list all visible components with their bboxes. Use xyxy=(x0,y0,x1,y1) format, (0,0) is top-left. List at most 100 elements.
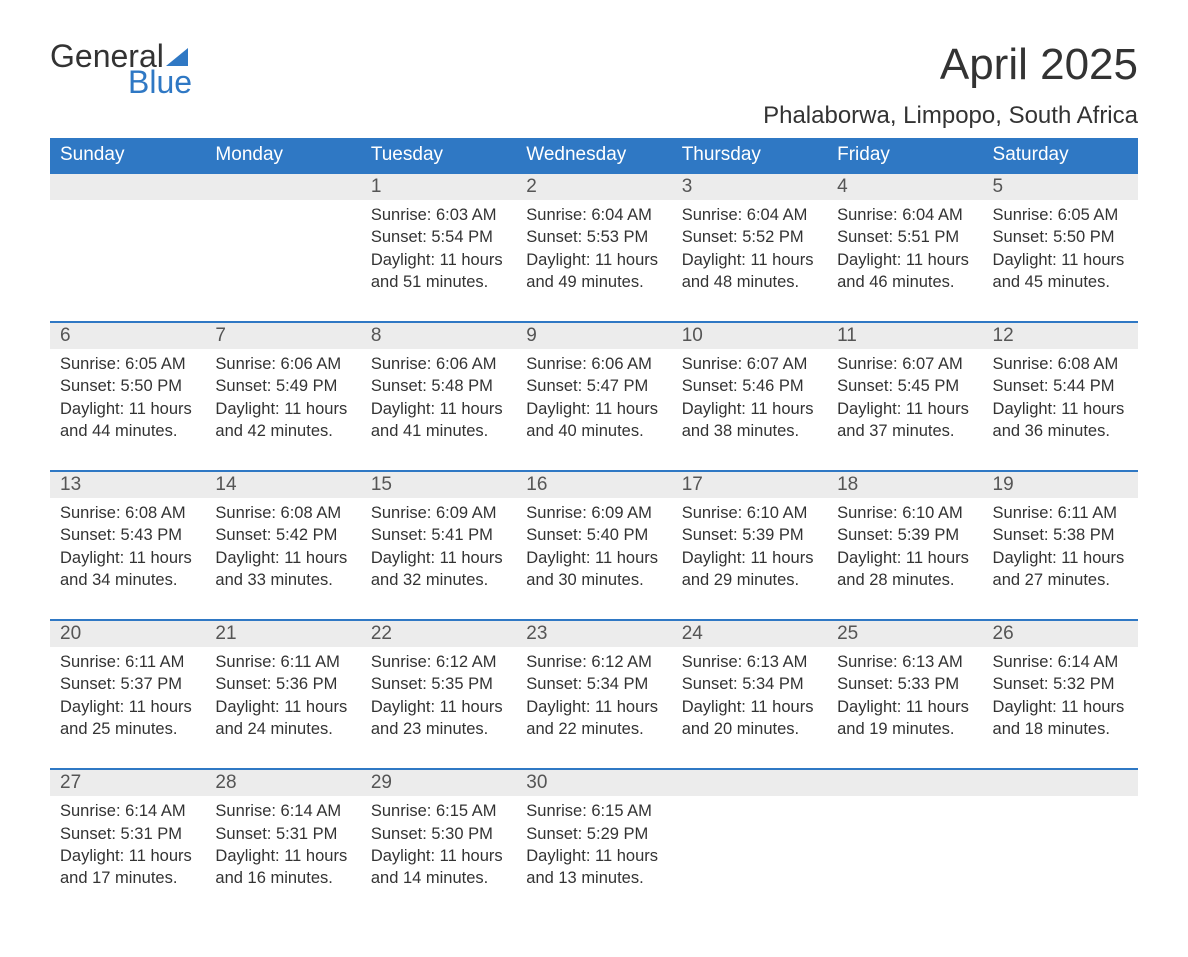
sunrise-text: Sunrise: 6:04 AM xyxy=(682,204,817,226)
sunset-text: Sunset: 5:53 PM xyxy=(526,226,661,248)
sunrise-text: Sunrise: 6:04 AM xyxy=(526,204,661,226)
day-header: Wednesday xyxy=(516,138,671,173)
sunrise-text: Sunrise: 6:06 AM xyxy=(371,353,506,375)
day-number-cell: 10 xyxy=(672,322,827,349)
sunrise-text: Sunrise: 6:05 AM xyxy=(993,204,1128,226)
day-detail-cell: Sunrise: 6:04 AMSunset: 5:53 PMDaylight:… xyxy=(516,200,671,322)
sunrise-text: Sunrise: 6:14 AM xyxy=(993,651,1128,673)
day-header: Sunday xyxy=(50,138,205,173)
day-number-cell: 14 xyxy=(205,471,360,498)
day-header-row: SundayMondayTuesdayWednesdayThursdayFrid… xyxy=(50,138,1138,173)
sunset-text: Sunset: 5:49 PM xyxy=(215,375,350,397)
sunset-text: Sunset: 5:54 PM xyxy=(371,226,506,248)
daylight-text: Daylight: 11 hours and 46 minutes. xyxy=(837,249,972,294)
daylight-text: Daylight: 11 hours and 27 minutes. xyxy=(993,547,1128,592)
day-detail-cell: Sunrise: 6:11 AMSunset: 5:38 PMDaylight:… xyxy=(983,498,1138,620)
day-number-cell: 11 xyxy=(827,322,982,349)
day-number-cell: 30 xyxy=(516,769,671,796)
day-detail-cell: Sunrise: 6:13 AMSunset: 5:34 PMDaylight:… xyxy=(672,647,827,769)
daylight-text: Daylight: 11 hours and 38 minutes. xyxy=(682,398,817,443)
sunset-text: Sunset: 5:50 PM xyxy=(993,226,1128,248)
day-number-cell: 16 xyxy=(516,471,671,498)
sunrise-text: Sunrise: 6:15 AM xyxy=(371,800,506,822)
sunrise-text: Sunrise: 6:12 AM xyxy=(526,651,661,673)
sunrise-text: Sunrise: 6:11 AM xyxy=(993,502,1128,524)
daylight-text: Daylight: 11 hours and 29 minutes. xyxy=(682,547,817,592)
daylight-text: Daylight: 11 hours and 37 minutes. xyxy=(837,398,972,443)
day-number-cell: 18 xyxy=(827,471,982,498)
sunset-text: Sunset: 5:31 PM xyxy=(215,823,350,845)
day-number-cell: 9 xyxy=(516,322,671,349)
sunrise-text: Sunrise: 6:08 AM xyxy=(993,353,1128,375)
daylight-text: Daylight: 11 hours and 14 minutes. xyxy=(371,845,506,890)
daylight-text: Daylight: 11 hours and 24 minutes. xyxy=(215,696,350,741)
daylight-text: Daylight: 11 hours and 17 minutes. xyxy=(60,845,195,890)
sunrise-text: Sunrise: 6:07 AM xyxy=(837,353,972,375)
day-detail-cell: Sunrise: 6:08 AMSunset: 5:44 PMDaylight:… xyxy=(983,349,1138,471)
day-detail-cell: Sunrise: 6:11 AMSunset: 5:37 PMDaylight:… xyxy=(50,647,205,769)
day-header: Tuesday xyxy=(361,138,516,173)
day-header: Monday xyxy=(205,138,360,173)
daylight-text: Daylight: 11 hours and 16 minutes. xyxy=(215,845,350,890)
sunrise-text: Sunrise: 6:14 AM xyxy=(60,800,195,822)
day-detail-cell: Sunrise: 6:14 AMSunset: 5:32 PMDaylight:… xyxy=(983,647,1138,769)
day-detail-cell: Sunrise: 6:09 AMSunset: 5:41 PMDaylight:… xyxy=(361,498,516,620)
day-number-cell: 7 xyxy=(205,322,360,349)
day-detail-cell: Sunrise: 6:07 AMSunset: 5:45 PMDaylight:… xyxy=(827,349,982,471)
daylight-text: Daylight: 11 hours and 41 minutes. xyxy=(371,398,506,443)
day-detail-cell: Sunrise: 6:11 AMSunset: 5:36 PMDaylight:… xyxy=(205,647,360,769)
sunset-text: Sunset: 5:47 PM xyxy=(526,375,661,397)
sunset-text: Sunset: 5:34 PM xyxy=(682,673,817,695)
sunset-text: Sunset: 5:51 PM xyxy=(837,226,972,248)
day-number-cell: 28 xyxy=(205,769,360,796)
daylight-text: Daylight: 11 hours and 25 minutes. xyxy=(60,696,195,741)
sunset-text: Sunset: 5:44 PM xyxy=(993,375,1128,397)
day-number-cell xyxy=(205,173,360,200)
day-detail-cell: Sunrise: 6:14 AMSunset: 5:31 PMDaylight:… xyxy=(50,796,205,917)
day-detail-cell: Sunrise: 6:08 AMSunset: 5:43 PMDaylight:… xyxy=(50,498,205,620)
day-number-cell: 25 xyxy=(827,620,982,647)
sunrise-text: Sunrise: 6:15 AM xyxy=(526,800,661,822)
day-number-cell xyxy=(50,173,205,200)
daylight-text: Daylight: 11 hours and 22 minutes. xyxy=(526,696,661,741)
sunset-text: Sunset: 5:29 PM xyxy=(526,823,661,845)
calendar-head: SundayMondayTuesdayWednesdayThursdayFrid… xyxy=(50,138,1138,173)
sunset-text: Sunset: 5:39 PM xyxy=(837,524,972,546)
sunset-text: Sunset: 5:41 PM xyxy=(371,524,506,546)
day-number-cell: 22 xyxy=(361,620,516,647)
logo-word2: Blue xyxy=(128,66,192,98)
day-detail-cell: Sunrise: 6:10 AMSunset: 5:39 PMDaylight:… xyxy=(672,498,827,620)
daylight-text: Daylight: 11 hours and 42 minutes. xyxy=(215,398,350,443)
sunset-text: Sunset: 5:40 PM xyxy=(526,524,661,546)
day-detail-cell: Sunrise: 6:07 AMSunset: 5:46 PMDaylight:… xyxy=(672,349,827,471)
sunrise-text: Sunrise: 6:11 AM xyxy=(60,651,195,673)
day-detail-row: Sunrise: 6:03 AMSunset: 5:54 PM Daylight:… xyxy=(50,200,1138,322)
day-number-cell: 5 xyxy=(983,173,1138,200)
day-detail-cell: Sunrise: 6:03 AMSunset: 5:54 PMDaylight:… xyxy=(361,200,516,322)
sunset-text: Sunset: 5:48 PM xyxy=(371,375,506,397)
sunset-text: Sunset: 5:42 PM xyxy=(215,524,350,546)
day-number-cell: 24 xyxy=(672,620,827,647)
daylight-text: Daylight: 11 hours and 30 minutes. xyxy=(526,547,661,592)
sunrise-text: Sunrise: 6:11 AM xyxy=(215,651,350,673)
day-number-cell: 27 xyxy=(50,769,205,796)
day-number-cell: 17 xyxy=(672,471,827,498)
day-detail-cell: Sunrise: 6:05 AMSunset: 5:50 PMDaylight:… xyxy=(983,200,1138,322)
day-detail-cell: Sunrise: 6:04 AMSunset: 5:52 PMDaylight:… xyxy=(672,200,827,322)
day-detail-row: Sunrise: 6:08 AMSunset: 5:43 PMDaylight:… xyxy=(50,498,1138,620)
daylight-text: Daylight: 11 hours and 33 minutes. xyxy=(215,547,350,592)
day-number-cell: 26 xyxy=(983,620,1138,647)
day-number-row: 13141516171819 xyxy=(50,471,1138,498)
calendar-body: 12345 Sunrise: 6:03 AMSunset: 5:54 PM Dayl… xyxy=(50,173,1138,917)
sunset-text: Sunset: 5:45 PM xyxy=(837,375,972,397)
sunrise-text: Sunrise: 6:14 AM xyxy=(215,800,350,822)
day-number-row: 12345 xyxy=(50,173,1138,200)
sunrise-text: Sunrise: 6:03 AM xyxy=(371,204,506,226)
sunrise-text: Sunrise: 6:08 AM xyxy=(215,502,350,524)
sunset-text: Sunset: 5:35 PM xyxy=(371,673,506,695)
day-detail-cell: Sunrise: 6:09 AMSunset: 5:40 PMDaylight:… xyxy=(516,498,671,620)
daylight-text: Daylight: 11 hours and 44 minutes. xyxy=(60,398,195,443)
sunset-text: Sunset: 5:52 PM xyxy=(682,226,817,248)
day-number-cell: 3 xyxy=(672,173,827,200)
day-detail-cell xyxy=(50,200,205,322)
